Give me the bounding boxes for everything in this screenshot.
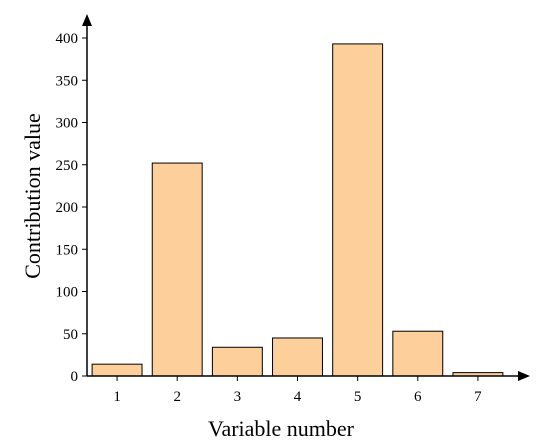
x-tick-label-2: 2 xyxy=(173,389,181,405)
bar-3 xyxy=(211,346,263,377)
bar-1 xyxy=(91,363,143,377)
x-tick-label-5: 5 xyxy=(354,389,362,405)
x-tick-label-3: 3 xyxy=(234,389,242,405)
bar-5 xyxy=(332,43,384,377)
y-tick-label-350: 350 xyxy=(56,73,79,89)
y-tick-label-0: 0 xyxy=(71,369,79,385)
x-tick-label-6: 6 xyxy=(414,389,422,405)
bars-group xyxy=(91,43,504,377)
y-tick-label-300: 300 xyxy=(56,116,79,132)
y-tick-label-400: 400 xyxy=(56,31,79,47)
y-tick-label-150: 150 xyxy=(56,242,79,258)
y-tick-label-100: 100 xyxy=(56,285,79,301)
y-axis-ticks: 0 50 100 150 200 250 300 350 400 xyxy=(56,31,87,385)
x-tick-label-4: 4 xyxy=(294,389,302,405)
x-tick-label-7: 7 xyxy=(474,389,482,405)
bar-6 xyxy=(392,330,444,377)
y-axis-title: Contribution value xyxy=(20,113,45,279)
bar-2 xyxy=(151,162,203,377)
x-axis-ticks: 1 2 3 4 5 6 7 xyxy=(113,376,482,405)
y-tick-label-250: 250 xyxy=(56,158,79,174)
bar-4 xyxy=(272,337,323,377)
x-axis-title: Variable number xyxy=(208,416,355,441)
x-tick-label-1: 1 xyxy=(113,389,121,405)
y-tick-label-200: 200 xyxy=(56,200,79,216)
y-tick-label-50: 50 xyxy=(63,327,78,343)
